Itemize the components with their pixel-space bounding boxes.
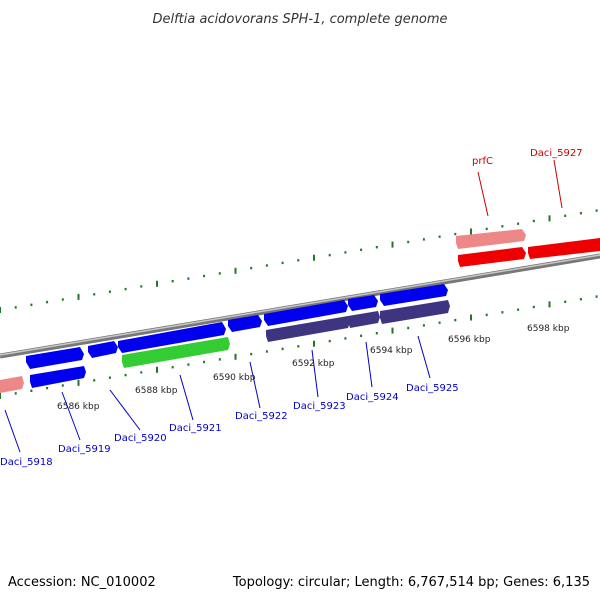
gene-arrow-rna[interactable]: [458, 247, 526, 267]
scale-label: 6588 kbp: [135, 386, 178, 396]
accession-text: Accession: NC_010002: [8, 575, 156, 590]
gene-label[interactable]: Daci_5927: [530, 148, 583, 159]
gene-track: [0, 229, 600, 393]
gene-label[interactable]: Daci_5920: [114, 433, 167, 444]
inner-tick-row: [0, 295, 598, 399]
gene-arrow[interactable]: [380, 300, 450, 324]
scale-label: 6598 kbp: [527, 324, 570, 334]
gene-arrow[interactable]: [26, 347, 84, 369]
gene-label[interactable]: Daci_5919: [58, 444, 111, 455]
gene-arrow-rna[interactable]: [528, 238, 600, 259]
topology-summary: Topology: circular; Length: 6,767,514 bp…: [232, 575, 590, 590]
gene-arrow[interactable]: [118, 322, 226, 353]
scale-labels: 6586 kbp 6588 kbp 6590 kbp 6592 kbp 6594…: [57, 324, 570, 412]
gene-arrow[interactable]: [348, 311, 380, 328]
gene-arrow[interactable]: [88, 341, 118, 358]
gene-label[interactable]: Daci_5925: [406, 383, 459, 394]
map-title: Delftia acidovorans SPH-1, complete geno…: [152, 12, 447, 27]
gene-labels: Daci_5918 Daci_5919 Daci_5920 Daci_5921 …: [0, 148, 583, 468]
gene-label[interactable]: Daci_5924: [346, 392, 399, 403]
gene-arrow[interactable]: [228, 315, 262, 332]
scale-label: 6594 kbp: [370, 346, 413, 356]
gene-label[interactable]: Daci_5923: [293, 401, 346, 412]
gene-arrow-pseudo[interactable]: [0, 376, 24, 393]
gene-arrow[interactable]: [30, 366, 86, 388]
gene-arrow[interactable]: [266, 316, 350, 342]
gene-label[interactable]: Daci_5922: [235, 411, 288, 422]
gene-arrow-highlight[interactable]: [122, 337, 230, 368]
gene-arrow[interactable]: [380, 284, 448, 306]
gene-label[interactable]: Daci_5921: [169, 423, 222, 434]
outer-tick-row: [0, 209, 598, 313]
gene-arrow[interactable]: [264, 300, 348, 326]
gene-arrow[interactable]: [348, 295, 378, 311]
gene-label[interactable]: prfC: [472, 156, 493, 167]
genome-backbone: [0, 253, 600, 359]
gene-arrow-pseudo[interactable]: [456, 229, 526, 249]
scale-label: 6596 kbp: [448, 335, 491, 345]
scale-label: 6586 kbp: [57, 402, 100, 412]
gene-label[interactable]: Daci_5918: [0, 457, 53, 468]
scale-label: 6590 kbp: [213, 373, 256, 383]
leader-lines: [4, 159, 563, 453]
